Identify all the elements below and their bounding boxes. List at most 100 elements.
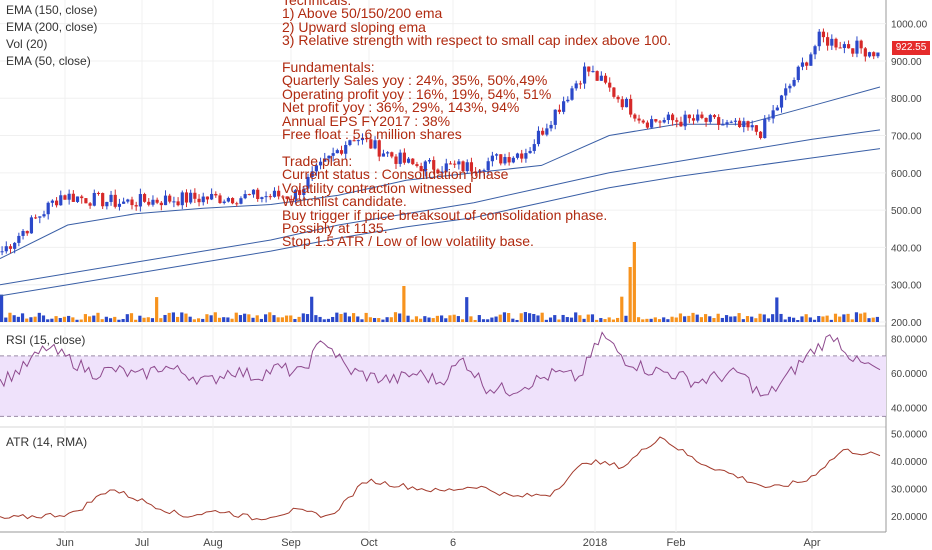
candle-body: [440, 171, 444, 174]
volume-bar: [486, 319, 490, 322]
candle-body: [155, 199, 159, 203]
candle-body: [327, 155, 331, 159]
volume-bar: [280, 317, 284, 322]
candle-body: [746, 121, 750, 128]
candle-body: [176, 201, 180, 206]
volume-bar: [209, 315, 213, 322]
volume-bar: [628, 267, 632, 322]
candle-body: [339, 150, 344, 154]
legend-ema-200[interactable]: EMA (200, close): [6, 20, 98, 34]
fundamentals-line-1: Quarterly Sales yoy : 24%, 35%, 50%,49%: [282, 72, 548, 89]
candle-body: [729, 121, 733, 123]
candle-body: [184, 192, 189, 203]
candle-body: [805, 62, 809, 66]
volume-bar: [595, 319, 599, 322]
volume-bar: [37, 312, 41, 322]
volume-bar: [20, 313, 25, 322]
candle-body: [834, 38, 838, 48]
candle-body: [402, 152, 406, 163]
volume-bar: [708, 316, 712, 322]
candle-body: [687, 114, 691, 119]
candle-body: [662, 120, 666, 123]
volume-bar: [712, 317, 716, 322]
rsi-pane-title[interactable]: RSI (15, close): [6, 333, 86, 347]
volume-bar: [850, 319, 854, 322]
volume-bar: [561, 314, 565, 322]
volume-bar: [519, 313, 523, 322]
candle-body: [277, 190, 281, 197]
volume-bar: [12, 315, 16, 322]
volume-bar: [502, 312, 507, 322]
trade-plan-line-1: Current status : Consolidation phase: [282, 166, 509, 183]
candle-body: [700, 114, 704, 118]
candle-body: [851, 48, 855, 54]
candle-body: [101, 193, 105, 207]
candle-body: [180, 192, 184, 206]
axes: Jun Jul Aug Sep Oct 6 2018 Feb Apr 1000.00 900.00 8…: [56, 20, 927, 549]
volume-bar: [750, 316, 754, 322]
indicator-legend: EMA (150, close) EMA (200, close) Vol (2…: [6, 2, 97, 70]
trade-plan-line-4: Buy trigger if price breaksout of consol…: [282, 206, 608, 223]
volume-bar: [222, 317, 226, 322]
candle-body: [298, 190, 302, 195]
candle-body: [13, 242, 17, 249]
volume-bar: [150, 318, 155, 322]
volume-bar: [293, 319, 297, 322]
candle-body: [117, 203, 122, 207]
volume-bar: [213, 312, 217, 322]
candle-body: [536, 130, 541, 145]
candle-body: [386, 152, 390, 154]
volume-bar: [159, 318, 163, 322]
volume-bar: [779, 313, 783, 322]
candle-body: [616, 96, 620, 100]
candle-body: [725, 122, 729, 125]
candle-body: [427, 160, 432, 162]
candle-body: [482, 170, 486, 172]
candle-body: [126, 199, 130, 202]
candle-body: [595, 71, 599, 81]
candle-body: [289, 198, 293, 200]
price-tick-label: 200.00: [891, 318, 922, 329]
candle-body: [842, 44, 846, 48]
legend-vol-20[interactable]: Vol (20): [6, 37, 48, 51]
volume-bar: [599, 318, 603, 322]
volume-bar: [54, 316, 58, 322]
candle-body: [788, 85, 792, 89]
atr-tick-label: 40.0000: [891, 457, 928, 468]
candle-body: [172, 201, 176, 203]
atr-pane-title[interactable]: ATR (14, RMA): [6, 435, 88, 449]
candle-body: [587, 66, 591, 72]
volume-bar: [381, 319, 385, 322]
volume-bar: [854, 312, 859, 322]
volume-bar: [318, 316, 322, 322]
candle-body: [151, 199, 155, 205]
volume-bar: [50, 318, 54, 322]
time-tick-label: Jul: [135, 537, 149, 549]
candle-body: [771, 110, 775, 119]
candle-body: [335, 150, 339, 154]
technicals-line-3: 3) Relative strength with respect to sma…: [282, 32, 672, 49]
candle-body: [243, 194, 247, 199]
volume-bar: [657, 319, 662, 322]
fundamentals-line-5: Free float : 5.6 million shares: [282, 126, 462, 143]
atr-tick-label: 50.0000: [891, 430, 928, 441]
volume-bar: [188, 316, 192, 322]
volume-bar: [230, 318, 234, 322]
candle-body: [608, 82, 612, 88]
candle-body: [360, 137, 365, 141]
candle-body: [352, 140, 356, 142]
candle-body: [230, 198, 235, 204]
rsi-line: [0, 331, 881, 397]
candle-body: [675, 120, 679, 122]
candle-body: [457, 161, 461, 165]
candle-body: [356, 140, 360, 142]
volume-bar: [247, 314, 251, 322]
volume-bar: [695, 314, 699, 322]
volume-bar: [792, 317, 796, 322]
legend-ema-150[interactable]: EMA (150, close): [6, 3, 98, 17]
volume-bar: [603, 319, 607, 322]
volume-bar: [138, 315, 142, 322]
legend-ema-50[interactable]: EMA (50, close): [6, 54, 91, 68]
candle-body: [872, 52, 876, 57]
